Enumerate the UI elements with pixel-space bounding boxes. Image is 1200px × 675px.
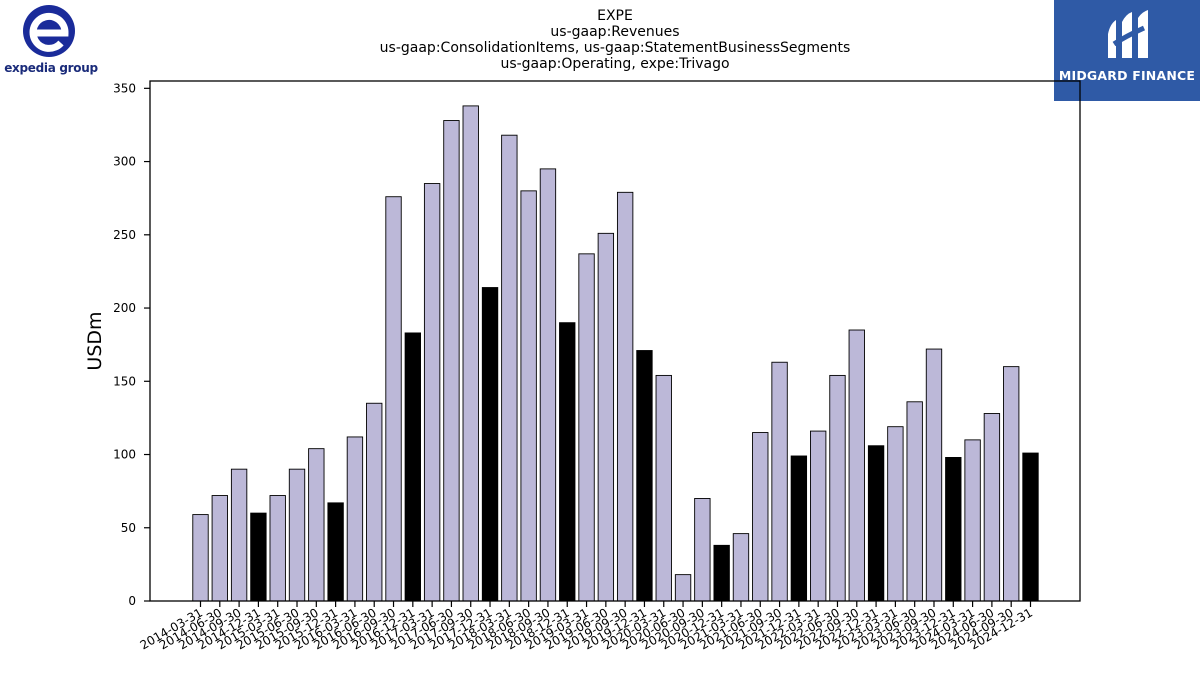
expedia-group-logo: expedia group xyxy=(0,0,100,82)
y-tick-label: 150 xyxy=(113,374,136,388)
bar-2016-03-31 xyxy=(346,436,364,602)
midgard-finance-logo: MIDGARD FINANCE xyxy=(1054,0,1200,101)
bar-2015-09-30 xyxy=(308,448,325,602)
bar-2017-12-31 xyxy=(481,287,499,602)
bar-2014-09-30 xyxy=(230,468,248,602)
plot-frame xyxy=(149,80,1081,602)
bar-2019-06-30 xyxy=(597,232,615,602)
bar-2022-03-31 xyxy=(810,430,827,602)
bar-2016-09-30 xyxy=(385,196,402,602)
bar-2020-12-31 xyxy=(713,544,730,602)
bar-2018-03-31 xyxy=(501,134,518,602)
bar-2017-06-30 xyxy=(443,120,460,602)
bar-2023-06-30 xyxy=(906,401,923,602)
bar-2023-03-31 xyxy=(887,426,904,602)
y-tick-label: 100 xyxy=(113,448,136,462)
bar-2018-06-30 xyxy=(520,190,537,602)
bar-2022-06-30 xyxy=(829,374,846,602)
chart-titles: EXPEus-gaap:Revenuesus-gaap:Consolidatio… xyxy=(380,8,851,72)
bars-group xyxy=(192,105,1039,602)
bar-2019-03-31 xyxy=(578,253,595,602)
expedia-e-icon xyxy=(23,5,75,57)
bar-2015-06-30 xyxy=(288,468,306,602)
bar-2022-12-31 xyxy=(867,445,885,602)
bar-2022-09-30 xyxy=(848,329,865,602)
y-tick-label: 50 xyxy=(121,521,136,535)
bar-2024-12-31 xyxy=(1022,452,1039,602)
bar-2020-03-31 xyxy=(655,374,672,602)
bar-2020-06-30 xyxy=(674,574,692,602)
bar-2018-12-31 xyxy=(559,322,576,602)
midgard-emblem-icon xyxy=(1108,10,1148,58)
y-axis-label: USDm xyxy=(84,311,106,370)
bar-2015-03-31 xyxy=(269,495,286,602)
bar-2019-12-31 xyxy=(636,350,653,602)
bar-2021-12-31 xyxy=(790,455,808,602)
expedia-group-wordmark: expedia group xyxy=(4,61,98,75)
bar-2020-09-30 xyxy=(694,498,711,602)
y-tick-label: 300 xyxy=(113,155,136,169)
chart-subtitle-line: us-gaap:ConsolidationItems, us-gaap:Stat… xyxy=(380,40,851,56)
bar-2024-03-31 xyxy=(964,439,981,602)
chart-subtitle-line: us-gaap:Revenues xyxy=(550,24,679,40)
bar-2024-06-30 xyxy=(983,413,1001,602)
bar-2021-03-31 xyxy=(732,533,750,602)
bar-2015-12-31 xyxy=(327,502,344,602)
x-axis: 2014-03-312014-06-302014-09-302014-12-31… xyxy=(138,601,1035,652)
bar-2014-03-31 xyxy=(192,514,209,602)
y-tick-label: 200 xyxy=(113,301,136,315)
bar-2021-06-30 xyxy=(752,432,769,602)
bar-2018-09-30 xyxy=(539,168,557,602)
bar-2017-03-31 xyxy=(423,183,441,602)
bar-2024-09-30 xyxy=(1003,366,1020,602)
bar-2014-06-30 xyxy=(211,495,228,602)
bar-2019-09-30 xyxy=(616,191,634,602)
bar-2014-12-31 xyxy=(250,512,267,602)
bar-2016-06-30 xyxy=(366,402,383,602)
bar-2016-12-31 xyxy=(404,332,421,602)
bar-2017-09-30 xyxy=(462,105,479,602)
midgard-finance-wordmark: MIDGARD FINANCE xyxy=(1058,68,1196,83)
y-tick-label: 0 xyxy=(128,594,136,608)
y-tick-label: 350 xyxy=(113,81,136,95)
chart-title: EXPE xyxy=(597,8,633,24)
bar-2021-09-30 xyxy=(771,361,788,602)
y-axis: 0 50 100 150 200 250 300 350 xyxy=(113,81,150,608)
chart-subtitle-line: us-gaap:Operating, expe:Trivago xyxy=(500,56,729,72)
bar-2023-09-30 xyxy=(925,348,943,602)
y-tick-label: 250 xyxy=(113,228,136,242)
bar-2023-12-31 xyxy=(945,457,962,602)
